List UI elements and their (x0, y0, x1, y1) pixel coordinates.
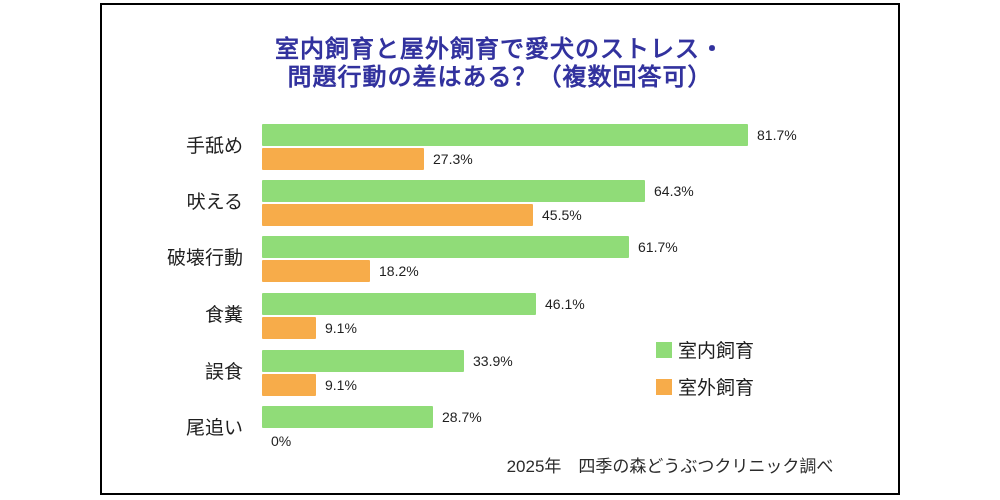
bar-indoor (262, 406, 433, 428)
category-label: 誤食 (204, 362, 243, 383)
category-label: 破壊行動 (166, 248, 243, 269)
bar-indoor (262, 180, 645, 202)
bar-value-label: 18.2% (379, 263, 419, 279)
bar-value-label: 9.1% (325, 320, 357, 336)
bar-value-label: 28.7% (442, 409, 482, 425)
bar-outdoor (262, 317, 316, 339)
bar-value-label: 45.5% (542, 207, 582, 223)
bar-value-label: 0% (271, 433, 292, 449)
legend-item-outdoor: 室外飼育 (656, 373, 754, 400)
bar-indoor (262, 124, 748, 146)
category-label: 手舐め (185, 136, 243, 157)
bar-outdoor (262, 148, 424, 170)
bar-outdoor (262, 204, 533, 226)
bar-indoor (262, 293, 536, 315)
bar-value-label: 27.3% (433, 151, 473, 167)
legend-swatch-indoor (656, 341, 672, 358)
category-label: 吠える (186, 192, 243, 213)
category-label: 尾追い (185, 418, 243, 439)
source-attribution: 2025年 四季の森どうぶつクリニック調べ (506, 457, 834, 476)
bar-value-label: 64.3% (654, 183, 694, 199)
bar-value-label: 46.1% (545, 296, 585, 312)
bar-value-label: 33.9% (473, 353, 513, 369)
bar-outdoor (262, 260, 370, 282)
bar-indoor (262, 350, 464, 372)
legend-item-indoor: 室内飼育 (656, 336, 754, 363)
bar-outdoor (262, 374, 316, 396)
bar-value-label: 81.7% (757, 127, 797, 143)
bar-indoor (262, 236, 629, 258)
chart-legend: 室内飼育 室外飼育 (656, 336, 754, 410)
legend-label-outdoor: 室外飼育 (678, 378, 755, 399)
bar-value-label: 9.1% (325, 377, 357, 393)
chart-title-line1: 室内飼育と屋外飼育で愛犬のストレス・ (275, 36, 725, 63)
chart-title-line2: 問題行動の差はある？（複数回答可） (287, 64, 713, 91)
bar-value-label: 61.7% (638, 239, 678, 255)
category-label: 食糞 (204, 305, 243, 326)
legend-swatch-outdoor (656, 378, 672, 395)
chart-title: 室内飼育と屋外飼育で愛犬のストレス・ 問題行動の差はある？（複数回答可） (100, 36, 900, 92)
legend-label-indoor: 室内飼育 (678, 341, 755, 362)
